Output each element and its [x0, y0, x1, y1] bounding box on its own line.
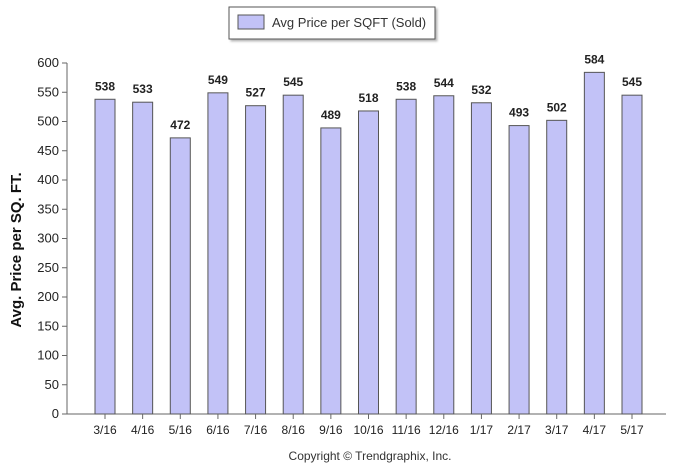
bar [358, 110, 379, 415]
y-axis-title: Avg. Price per SQ. FT. [8, 172, 25, 327]
x-tick-label: 6/16 [206, 423, 230, 437]
y-tick-label: 400 [37, 172, 59, 187]
y-tick-label: 600 [37, 55, 59, 70]
legend-label: Avg Price per SQFT (Sold) [272, 15, 426, 30]
bar [282, 94, 304, 415]
x-tick-label: 9/16 [319, 423, 343, 437]
bar-value-label: 545 [622, 75, 642, 89]
legend-swatch [237, 14, 265, 30]
copyright-text: Copyright © Trendgraphix, Inc. [289, 449, 452, 463]
bar-value-label: 532 [471, 83, 491, 97]
bar [433, 95, 455, 415]
bar [395, 98, 417, 415]
bar [245, 105, 267, 415]
y-tick-label: 500 [37, 114, 59, 129]
y-tick-label: 50 [45, 377, 59, 392]
bars: 538 533 472 549 527 545 489 518 538 544 532 493 502 5… [94, 52, 643, 415]
y-tick-label: 200 [37, 289, 59, 304]
bar-value-label: 545 [283, 75, 303, 89]
bar-value-label: 527 [246, 86, 266, 100]
y-tick-label: 450 [37, 143, 59, 158]
bar [546, 119, 568, 415]
bar [132, 101, 154, 415]
bar [583, 71, 605, 415]
x-ticks: 3/16 4/16 5/16 6/16 7/16 8/16 9/16 10/16 11/16 12… [93, 414, 644, 437]
bar-value-label: 518 [358, 91, 378, 105]
bar-value-label: 533 [133, 82, 153, 96]
x-tick-label: 3/17 [545, 423, 569, 437]
bar [508, 125, 530, 415]
y-tick-label: 0 [52, 406, 59, 421]
x-tick-label: 5/17 [620, 423, 644, 437]
x-tick-label: 12/16 [429, 423, 459, 437]
bar-value-label: 549 [208, 73, 228, 87]
bar-value-label: 502 [547, 100, 567, 114]
bar-value-label: 584 [584, 52, 604, 66]
x-tick-label: 3/16 [93, 423, 117, 437]
bar-value-label: 489 [321, 108, 341, 122]
y-tick-label: 250 [37, 260, 59, 275]
bar-value-label: 538 [95, 79, 115, 93]
x-tick-label: 2/17 [507, 423, 531, 437]
x-tick-label: 1/17 [470, 423, 494, 437]
bar [169, 137, 191, 415]
y-tick-label: 150 [37, 318, 59, 333]
y-tick-label: 300 [37, 231, 59, 246]
x-tick-label: 11/16 [392, 423, 421, 437]
y-ticks: 0 50 100 150 200 250 300 350 400 450 500 550 600 [37, 55, 67, 421]
y-tick-label: 550 [37, 84, 59, 99]
bar [621, 94, 643, 415]
x-tick-label: 4/17 [583, 423, 607, 437]
x-tick-label: 8/16 [282, 423, 306, 437]
x-tick-label: 5/16 [169, 423, 193, 437]
y-tick-label: 100 [37, 348, 59, 363]
bar-value-label: 493 [509, 106, 529, 120]
bar [470, 102, 492, 415]
bar-value-label: 472 [170, 118, 190, 132]
bar [207, 92, 229, 415]
bar [94, 98, 116, 415]
y-tick-label: 350 [37, 201, 59, 216]
bar-value-label: 544 [434, 76, 454, 90]
x-tick-label: 10/16 [353, 423, 383, 437]
bar [320, 127, 342, 415]
bar-value-label: 538 [396, 79, 416, 93]
x-tick-label: 4/16 [131, 423, 155, 437]
x-tick-label: 7/16 [244, 423, 268, 437]
legend: Avg Price per SQFT (Sold) [228, 6, 436, 40]
